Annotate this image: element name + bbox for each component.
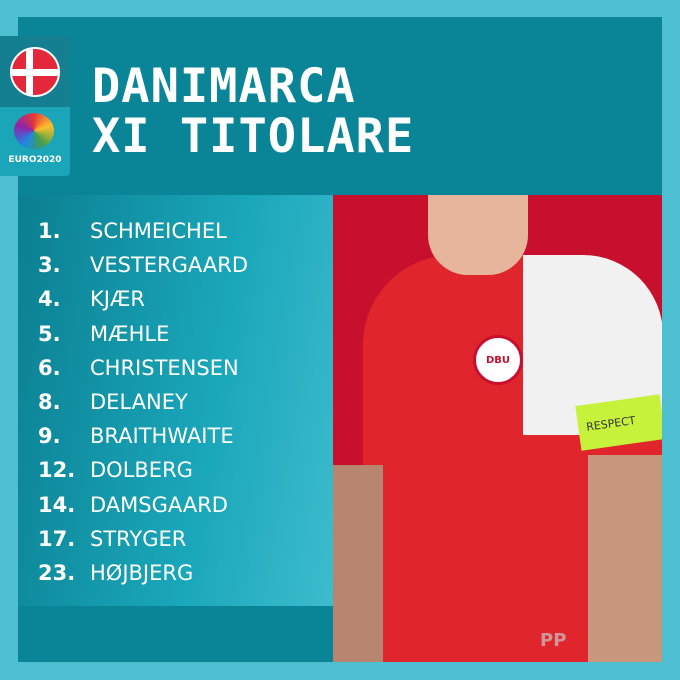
lineup-row: 8. DELANEY <box>38 385 188 419</box>
euro2020-logo-icon <box>14 113 54 149</box>
player-number: 6. <box>38 355 61 380</box>
player-number: 4. <box>38 287 61 312</box>
lineup-row: 17. STRYGER <box>38 522 186 556</box>
player-name: HØJBJERG <box>90 561 194 585</box>
player-number: 1. <box>38 219 61 243</box>
player-photo: DBU RESPECT <box>333 195 662 662</box>
lineup-row: 12. DOLBERG <box>38 453 193 487</box>
lineup-row: 3. VESTERGAARD <box>38 248 248 282</box>
lineup-card <box>18 195 333 606</box>
player-name: KJÆR <box>90 287 146 312</box>
player-name: DELANEY <box>90 390 188 414</box>
player-number: 14. <box>38 492 76 517</box>
player-name: VESTERGAARD <box>90 253 249 278</box>
player-name: CHRISTENSEN <box>90 355 239 380</box>
player-number: 3. <box>38 253 61 278</box>
player-number: 8. <box>38 390 61 414</box>
lineup-row: 1. SCHMEICHEL <box>38 214 227 248</box>
lineup-row: 23. HØJBJERG <box>38 556 193 590</box>
player-number: 17. <box>38 526 76 551</box>
player-name: DAMSGAARD <box>90 492 228 517</box>
player-name: MÆHLE <box>90 321 170 346</box>
euro2020-logo-text: EURO2020 <box>8 155 62 165</box>
page-title: DANIMARCA XI TITOLARE <box>92 59 415 164</box>
denmark-flag-icon <box>10 47 60 97</box>
player-name: BRAITHWAITE <box>90 424 234 449</box>
lineup-row: 5. MÆHLE <box>38 317 169 351</box>
player-name: SCHMEICHEL <box>90 219 227 243</box>
player-number: 12. <box>38 458 76 483</box>
lineup-row: 4. KJÆR <box>38 282 145 316</box>
lineup-row: 14. DAMSGAARD <box>38 488 228 522</box>
player-number: 9. <box>38 424 61 449</box>
player-number: 5. <box>38 321 61 346</box>
player-name: STRYGER <box>90 526 187 551</box>
dbu-crest: DBU <box>473 335 523 385</box>
lineup-row: 6. CHRISTENSEN <box>38 351 239 385</box>
player-name: DOLBERG <box>90 458 193 483</box>
lineup-row: 9. BRAITHWAITE <box>38 419 234 453</box>
player-number: 23. <box>38 561 76 585</box>
watermark: PP <box>540 630 567 651</box>
badge-column: EURO2020 <box>0 36 70 176</box>
